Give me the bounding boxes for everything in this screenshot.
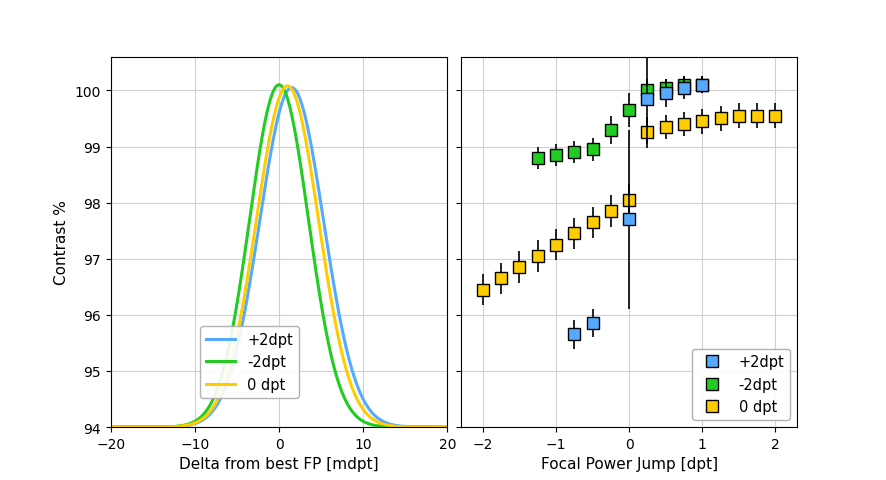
+2dpt bbox=[432, 424, 443, 430]
-2dpt bbox=[370, 423, 381, 429]
-2dpt bbox=[122, 424, 133, 430]
0 dpt bbox=[105, 424, 116, 430]
0 dpt bbox=[370, 419, 381, 424]
+2dpt bbox=[432, 424, 443, 430]
-2dpt bbox=[432, 424, 443, 430]
0 dpt bbox=[269, 112, 280, 118]
+2dpt bbox=[370, 414, 381, 420]
0 dpt bbox=[282, 84, 292, 90]
0 dpt bbox=[260, 159, 271, 165]
-2dpt bbox=[260, 117, 271, 123]
X-axis label: Delta from best FP [mdpt]: Delta from best FP [mdpt] bbox=[179, 456, 379, 471]
-2dpt bbox=[105, 424, 116, 430]
X-axis label: Focal Power Jump [dpt]: Focal Power Jump [dpt] bbox=[540, 456, 718, 471]
Y-axis label: Contrast %: Contrast % bbox=[54, 200, 69, 285]
Line: 0 dpt: 0 dpt bbox=[111, 87, 447, 427]
+2dpt bbox=[260, 182, 271, 188]
+2dpt bbox=[105, 424, 116, 430]
Line: -2dpt: -2dpt bbox=[111, 85, 447, 427]
0 dpt bbox=[432, 424, 443, 430]
+2dpt bbox=[269, 132, 280, 137]
-2dpt bbox=[432, 424, 443, 430]
Legend: +2dpt, -2dpt, 0 dpt: +2dpt, -2dpt, 0 dpt bbox=[692, 349, 790, 420]
+2dpt bbox=[442, 424, 453, 430]
0 dpt bbox=[442, 424, 453, 430]
0 dpt bbox=[432, 424, 443, 430]
+2dpt bbox=[286, 85, 297, 91]
0 dpt bbox=[122, 424, 133, 430]
Legend: +2dpt, -2dpt, 0 dpt: +2dpt, -2dpt, 0 dpt bbox=[200, 327, 299, 398]
Line: +2dpt: +2dpt bbox=[111, 88, 447, 427]
-2dpt bbox=[269, 87, 280, 93]
-2dpt bbox=[442, 424, 453, 430]
+2dpt bbox=[122, 424, 133, 430]
-2dpt bbox=[274, 83, 284, 88]
